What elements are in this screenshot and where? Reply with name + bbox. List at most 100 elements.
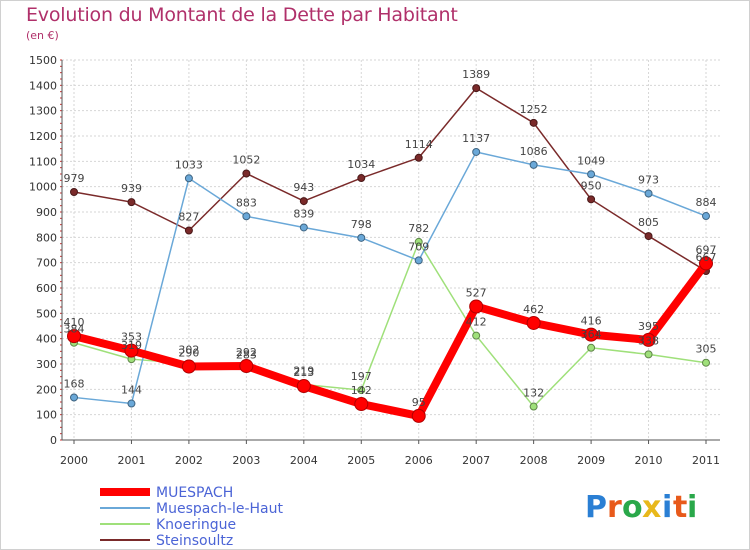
chart-subtitle: (en €) [26,29,59,42]
data-point-knoeringue [644,350,653,359]
data-point-knoeringue [702,358,710,367]
data-label-steinsoultz: 1252 [520,103,548,116]
data-label-muespach: 462 [523,303,544,316]
data-point-muespach [181,359,196,374]
logo-letter: i [662,490,672,525]
data-label-steinsoultz: 1034 [347,158,375,171]
data-point-muespach [67,329,81,344]
data-point-muespach [296,379,311,394]
legend-entry-steinsoultz: Steinsoultz [156,533,233,549]
data-label-muespach-le-haut: 144 [121,384,142,397]
data-label-muespach-le-haut: 1033 [175,158,203,171]
data-label-knoeringue: 384 [64,323,85,336]
y-tick-label: 800 [36,231,57,244]
data-label-knoeringue: 132 [523,387,544,400]
logo-letter: P [585,490,607,525]
data-label-muespach-le-haut: 1049 [577,154,605,167]
data-point-muespach [469,299,484,314]
data-label-steinsoultz: 1389 [462,68,490,81]
series-line-steinsoultz [73,87,707,272]
x-tick-label: 2002 [175,454,203,467]
data-label-muespach-le-haut: 839 [293,207,314,220]
data-point-muespach-le-haut [472,147,481,156]
data-label-steinsoultz: 939 [121,182,142,195]
data-label-steinsoultz: 1052 [232,153,260,166]
data-point-muespach-le-haut [357,233,366,242]
data-point-steinsoultz [357,174,366,183]
data-point-muespach [239,359,254,374]
x-tick-label: 2003 [232,454,260,467]
data-point-knoeringue [587,343,596,352]
y-tick-label: 300 [36,358,57,371]
data-label-knoeringue: 319 [121,339,142,352]
data-point-muespach-le-haut [529,160,538,169]
data-label-muespach: 292 [236,346,257,359]
data-label-muespach-le-haut: 168 [64,377,85,390]
data-label-muespach-le-haut: 1137 [462,132,490,145]
data-point-steinsoultz [299,197,308,206]
data-label-knoeringue: 364 [581,328,602,341]
y-tick-label: 600 [36,282,57,295]
data-label-muespach: 697 [696,243,717,256]
data-label-knoeringue: 302 [178,343,199,356]
x-tick-label: 2005 [347,454,375,467]
legend-entry-knoeringue: Knoeringue [156,517,236,533]
data-point-muespach-le-haut [184,174,193,183]
series-line-muespach-le-haut [73,151,707,405]
data-point-steinsoultz [529,118,538,127]
data-label-muespach: 410 [64,316,85,329]
y-tick-label: 100 [36,409,57,422]
data-label-steinsoultz: 943 [293,181,314,194]
data-point-muespach-le-haut [702,212,710,221]
data-point-muespach [526,315,541,330]
y-tick-label: 200 [36,383,57,396]
data-label-muespach: 353 [121,331,142,344]
data-point-muespach [584,327,599,342]
data-label-knoeringue: 412 [466,316,487,329]
data-point-steinsoultz [127,198,136,207]
data-label-muespach: 416 [581,315,602,328]
data-label-muespach: 527 [466,286,487,299]
data-point-steinsoultz [587,195,596,204]
series-lines [67,84,713,423]
y-tick-label: 0 [50,434,57,447]
x-tick-label: 2006 [405,454,433,467]
data-point-muespach [354,397,369,412]
data-point-steinsoultz [644,232,653,241]
data-label-steinsoultz: 827 [178,210,199,223]
data-label-knoeringue: 197 [351,370,372,383]
x-tick-label: 2000 [60,454,88,467]
data-point-steinsoultz [184,226,193,235]
x-tick-label: 2004 [290,454,318,467]
data-label-muespach: 95 [412,396,426,409]
data-point-muespach-le-haut [242,212,251,221]
x-tick-label: 2007 [462,454,490,467]
data-label-muespach: 142 [351,384,372,397]
legend-entry-muespach-le-haut: Muespach-le-Haut [156,501,283,517]
x-tick-label: 2001 [117,454,145,467]
data-label-steinsoultz: 805 [638,216,659,229]
y-tick-label: 700 [36,257,57,270]
data-point-knoeringue [529,402,538,411]
data-label-muespach-le-haut: 973 [638,174,659,187]
data-point-muespach [699,256,713,271]
y-tick-label: 500 [36,307,57,320]
data-point-muespach-le-haut [414,256,423,265]
data-point-muespach-le-haut [299,223,308,232]
data-point-steinsoultz [414,153,423,162]
data-label-steinsoultz: 950 [581,179,602,192]
data-point-muespach [411,408,426,423]
chart-title: Evolution du Montant de la Dette par Hab… [26,4,458,26]
data-label-knoeringue: 338 [638,334,659,347]
data-label-muespach-le-haut: 884 [696,196,717,209]
logo-letter: x [642,490,661,525]
data-point-steinsoultz [70,187,78,196]
logo-letter: o [622,490,643,525]
y-tick-label: 1200 [29,130,57,143]
x-tick-label: 2010 [635,454,663,467]
data-point-muespach [124,343,139,358]
y-tick-label: 1500 [29,54,57,67]
y-tick-label: 1300 [29,105,57,118]
axes: 0 100 200 300 400 500 600 700 800 900 1000 1100 1200… [29,54,720,467]
